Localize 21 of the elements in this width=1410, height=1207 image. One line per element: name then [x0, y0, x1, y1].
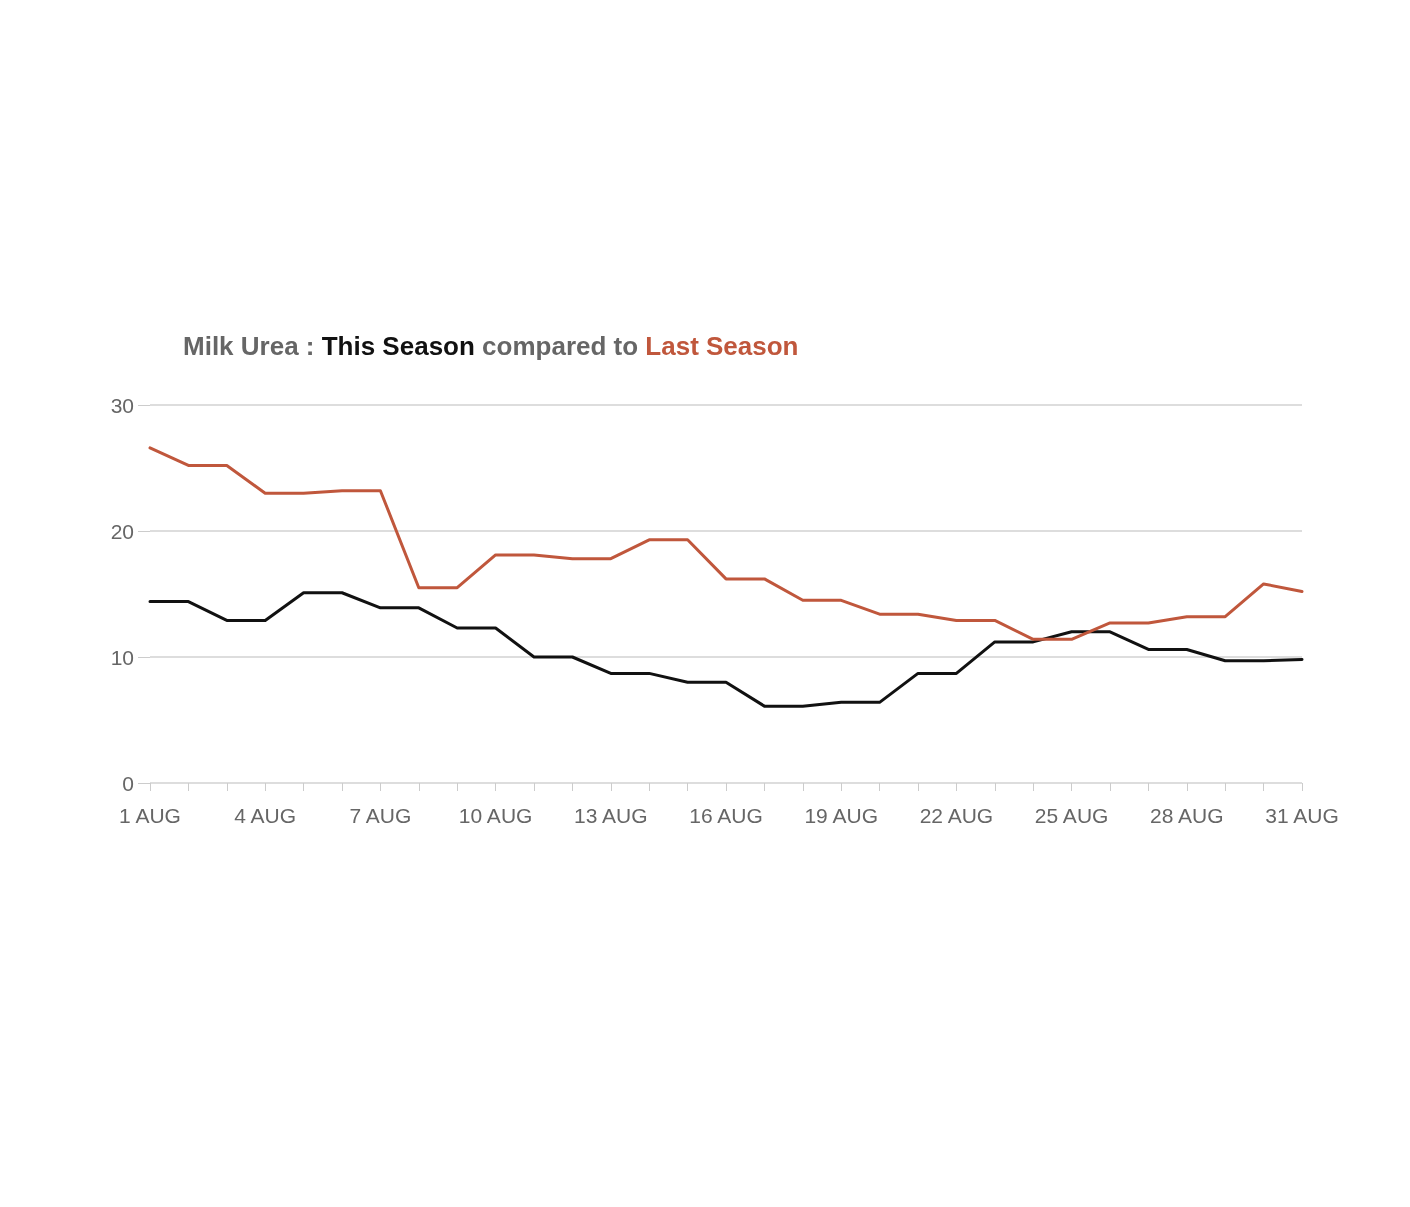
x-tick-label: 19 AUG	[804, 804, 878, 827]
x-tick-label: 10 AUG	[458, 804, 533, 827]
x-tick-label: 13 AUG	[574, 804, 648, 827]
line-series	[148, 591, 1304, 708]
line-series	[148, 446, 1304, 641]
x-tick-label: 4 AUG	[234, 804, 297, 827]
x-tick-label: 31 AUG	[1265, 804, 1339, 827]
y-tick-label: 20	[110, 519, 134, 543]
chart-title: Milk Urea :	[183, 331, 322, 361]
x-tick-label: 25 AUG	[1034, 804, 1109, 827]
x-tick-label: 22 AUG	[919, 804, 994, 827]
x-tick-label: 16 AUG	[689, 804, 763, 827]
y-tick-label: 0	[122, 771, 134, 795]
x-tick-label: 7 AUG	[349, 804, 412, 827]
y-tick-label: 10	[110, 645, 134, 669]
text: This Season	[321, 331, 475, 361]
y-tick-label: 30	[110, 393, 134, 417]
x-tick-label: 1 AUG	[119, 804, 181, 827]
text: compared to	[474, 331, 646, 361]
x-tick-label: 28 AUG	[1150, 804, 1224, 827]
text: Last Season	[645, 331, 799, 361]
